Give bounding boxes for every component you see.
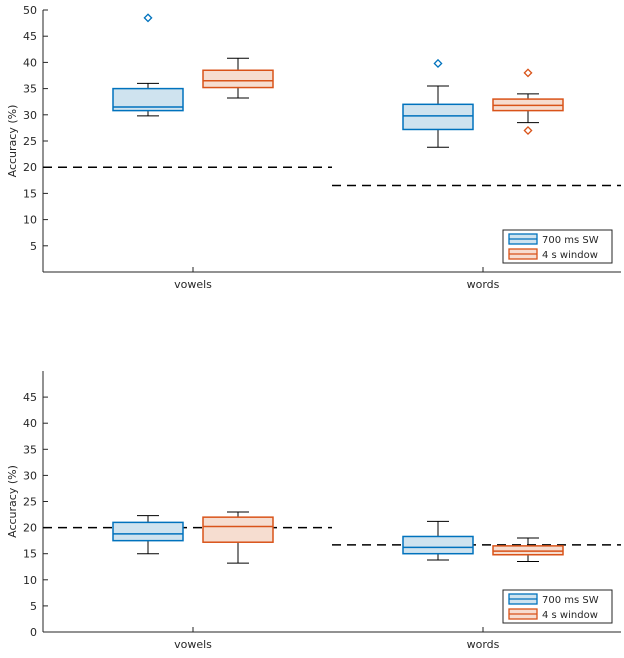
y-tick-label: 10 <box>23 574 37 587</box>
box-iqr <box>112 87 184 112</box>
box-iqr <box>492 545 564 556</box>
box-iqr <box>202 516 274 543</box>
outlier-point <box>433 58 443 68</box>
chart-panel-1: 5 10 15 20 25 30 35 40 45 50 Accuracy (%) vowels wor… <box>6 4 621 291</box>
outlier-point <box>523 68 533 78</box>
y-tick-label: 35 <box>23 443 37 456</box>
box-sw700-vowels <box>112 13 184 117</box>
y-tick-label: 45 <box>23 30 37 43</box>
y-tick-label: 25 <box>23 135 37 148</box>
y-tick-label: 30 <box>23 469 37 482</box>
x-tick-label: words <box>467 278 500 291</box>
box-iqr <box>402 103 474 131</box>
legend: 700 ms SW 4 s window <box>502 229 613 264</box>
y-tick-label: 25 <box>23 496 37 509</box>
y-tick-label: 20 <box>23 161 37 174</box>
box-sw700-words <box>402 520 474 561</box>
y-tick-label: 30 <box>23 109 37 122</box>
box-win4s-vowels <box>202 511 274 564</box>
legend-label: 4 s window <box>542 250 598 261</box>
y-axis-title: Accuracy (%) <box>6 105 19 178</box>
y-axis-title: Accuracy (%) <box>6 465 19 538</box>
chart-panel-2: 0 5 10 15 20 25 30 35 40 45 Accuracy (%) vowels word… <box>6 371 621 651</box>
x-tick-label: vowels <box>174 278 212 291</box>
y-tick-label: 35 <box>23 83 37 96</box>
y-tick-label: 40 <box>23 56 37 69</box>
y-tick-label: 40 <box>23 417 37 430</box>
legend-label: 700 ms SW <box>542 595 599 606</box>
y-tick-label: 10 <box>23 214 37 227</box>
box-iqr <box>202 69 274 89</box>
outlier-point <box>143 13 153 23</box>
y-tick-label: 45 <box>23 391 37 404</box>
box-sw700-words <box>402 58 474 148</box>
outlier-point <box>523 126 533 136</box>
x-tick-label: words <box>467 638 500 651</box>
y-tick-label: 5 <box>30 240 37 253</box>
legend: 700 ms SW 4 s window <box>502 589 613 624</box>
y-tick-label: 0 <box>30 626 37 639</box>
box-iqr <box>402 535 474 555</box>
box-iqr <box>112 521 184 542</box>
box-win4s-words <box>492 537 564 563</box>
box-win4s-vowels <box>202 57 274 99</box>
y-tick-label: 5 <box>30 600 37 613</box>
y-tick-label: 20 <box>23 522 37 535</box>
legend-label: 700 ms SW <box>542 235 599 246</box>
legend-label: 4 s window <box>542 610 598 621</box>
y-tick-label: 15 <box>23 548 37 561</box>
box-win4s-words <box>492 68 564 136</box>
box-sw700-vowels <box>112 515 184 555</box>
y-tick-label: 50 <box>23 4 37 17</box>
x-tick-label: vowels <box>174 638 212 651</box>
y-tick-label: 15 <box>23 187 37 200</box>
